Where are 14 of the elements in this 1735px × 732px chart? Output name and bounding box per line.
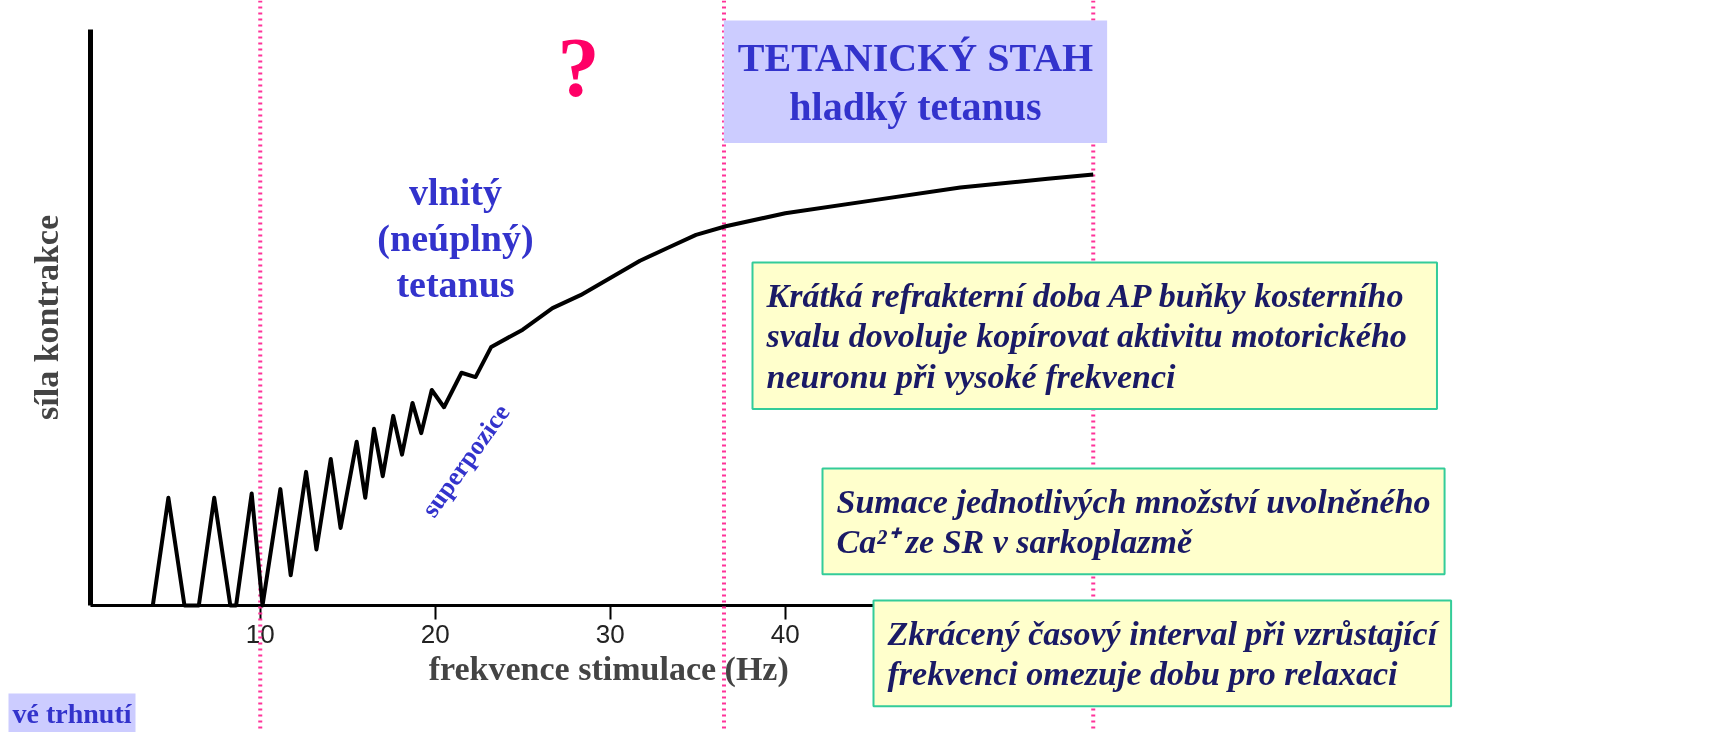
text: vé trhnutí [12,697,133,729]
x-axis-title: frekvence stimulace (Hz) [428,649,789,688]
y-axis-title: síla kontrakce [27,215,65,420]
text: ? [557,20,600,114]
x-tick-label: 20 [420,618,450,649]
x-tick-label: 10 [245,618,275,649]
text: Zkrácený časový interval při vzrůstající frekvenci omezuje dobu pro relaxaci [886,614,1440,693]
annotation: vlnitý (neúplný) tetanus [377,170,534,305]
text: hladký tetanus [789,84,1042,129]
x-tick-label: 30 [595,618,625,649]
x-tick-label: 40 [770,618,800,649]
annotation: Sumace jednotlivých množství uvolněného Ca²⁺ ze SR v sarkoplazmě [836,482,1431,561]
annotation: Krátká refrakterní doba AP buňky kosterního svalu dovoluje kopírovat aktivitu motorického neuronu při vysoké frekvenci [765,276,1407,395]
text: TETANICKÝ STAH [737,34,1094,80]
